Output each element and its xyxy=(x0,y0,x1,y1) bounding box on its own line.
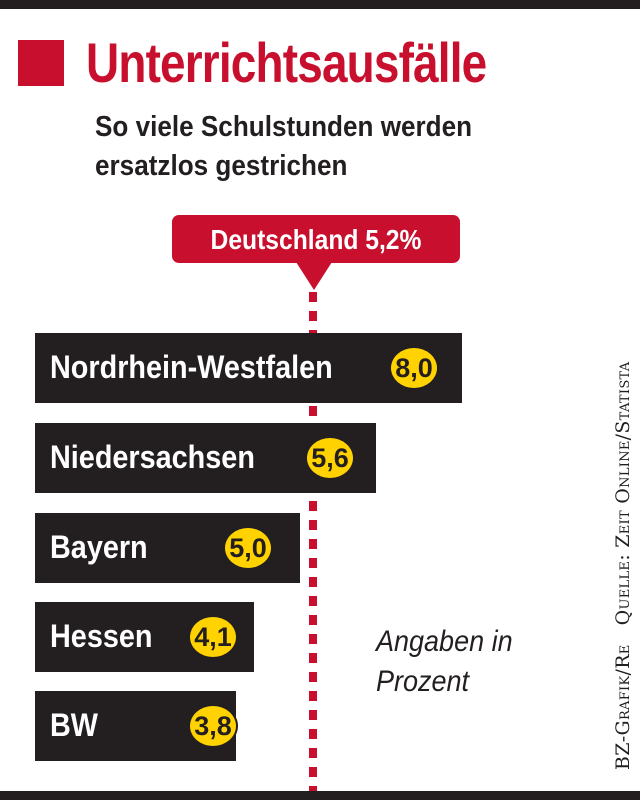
value-label: 4,1 xyxy=(188,615,238,659)
bar-bayern: Bayern 5,0 xyxy=(35,513,300,583)
top-border xyxy=(0,0,640,9)
value-label: 5,0 xyxy=(223,526,273,570)
chart-title: Unterrichtsausfälle xyxy=(86,31,487,94)
bar-niedersachsen: Niedersachsen 5,6 xyxy=(35,423,376,493)
callout-pointer xyxy=(296,262,332,290)
bottom-border xyxy=(0,791,640,800)
value-label: 5,6 xyxy=(305,436,355,480)
bar-label: BW xyxy=(50,707,98,743)
title-square-icon xyxy=(18,40,64,86)
value-label: 8,0 xyxy=(389,346,439,390)
value-label: 3,8 xyxy=(188,704,238,748)
source-credit: BZ-Grafik/Re Quelle: Zeit Online/Statist… xyxy=(612,361,634,770)
unit-note-line-1: Angaben in xyxy=(376,625,513,658)
bar-label: Nordrhein-Westfalen xyxy=(50,349,333,385)
unit-note-line-2: Prozent xyxy=(376,665,470,698)
unit-note: Angaben in Prozent xyxy=(376,622,513,702)
reference-label: Deutschland 5,2% xyxy=(210,224,422,255)
bar-label: Hessen xyxy=(50,618,153,654)
chart-subtitle: So viele Schulstunden werden ersatzlos g… xyxy=(95,108,472,186)
reference-callout: Deutschland 5,2% xyxy=(172,215,460,263)
bar-label: Bayern xyxy=(50,529,148,565)
subtitle-line-1: So viele Schulstunden werden xyxy=(95,111,473,143)
bar-hessen: Hessen 4,1 xyxy=(35,602,254,672)
bar-label: Niedersachsen xyxy=(50,439,255,475)
subtitle-line-2: ersatzlos gestrichen xyxy=(95,150,348,182)
bar-bw: BW 3,8 xyxy=(35,691,238,761)
reference-line xyxy=(309,292,317,791)
bar-nordrhein-westfalen: Nordrhein-Westfalen 8,0 xyxy=(35,333,462,403)
